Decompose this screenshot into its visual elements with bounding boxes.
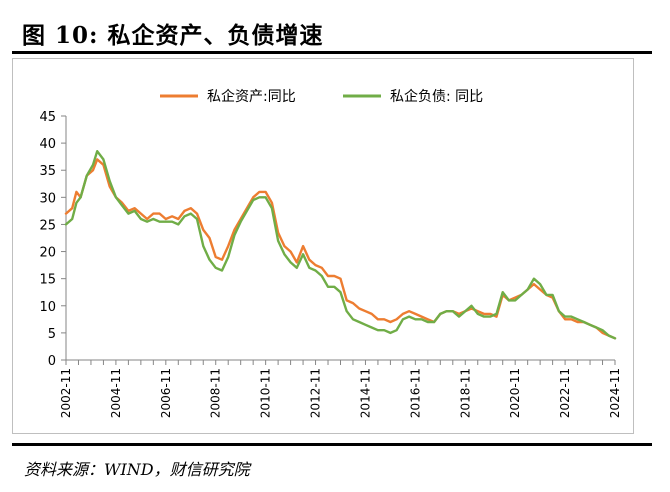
series-line-1 [64, 149, 617, 340]
x-tick-label: 2002-11 [59, 368, 73, 418]
bottom-rule [12, 443, 652, 446]
x-tick-label: 2006-11 [159, 368, 173, 418]
x-tick-label: 2022-11 [558, 368, 572, 418]
x-tick-label: 2004-11 [109, 368, 123, 418]
x-tick-label: 2012-11 [309, 368, 323, 418]
y-tick-label: 40 [39, 137, 56, 152]
x-tick-label: 2008-11 [209, 368, 223, 418]
y-tick-label: 45 [39, 110, 56, 125]
top-rule [12, 51, 652, 54]
y-tick-label: 35 [39, 164, 56, 179]
x-tick-label: 2014-11 [358, 368, 372, 418]
legend-label-asset: 私企资产:同比 [207, 88, 296, 105]
series-lines [64, 149, 617, 340]
x-tick-label: 2020-11 [508, 368, 522, 418]
figure-title: 图 10: 私企资产、负债增速 [22, 22, 324, 49]
y-tick-label: 0 [48, 354, 56, 369]
y-tick-label: 5 [48, 327, 56, 342]
x-tick-label: 2024-11 [608, 368, 622, 418]
y-tick-label: 30 [39, 191, 56, 206]
legend-label-liability: 私企负债: 同比 [390, 88, 483, 105]
y-tick-label: 20 [39, 246, 56, 261]
x-tick-label: 2016-11 [408, 368, 422, 418]
y-tick-label: 15 [39, 273, 56, 288]
axes: 0 5 10 15 20 25 30 35 40 45 2002-11 2004-11 2006-11 2… [39, 110, 622, 418]
source-note: 资料来源：WIND，财信研究院 [24, 460, 250, 479]
y-tick-label: 10 [39, 300, 56, 315]
series-line-0 [64, 158, 617, 340]
legend: 私企资产:同比 私企负债: 同比 [160, 88, 483, 105]
y-tick-label: 25 [39, 218, 56, 233]
chart-frame [12, 58, 634, 434]
x-tick-label: 2018-11 [458, 368, 472, 418]
x-tick-label: 2010-11 [259, 368, 273, 418]
